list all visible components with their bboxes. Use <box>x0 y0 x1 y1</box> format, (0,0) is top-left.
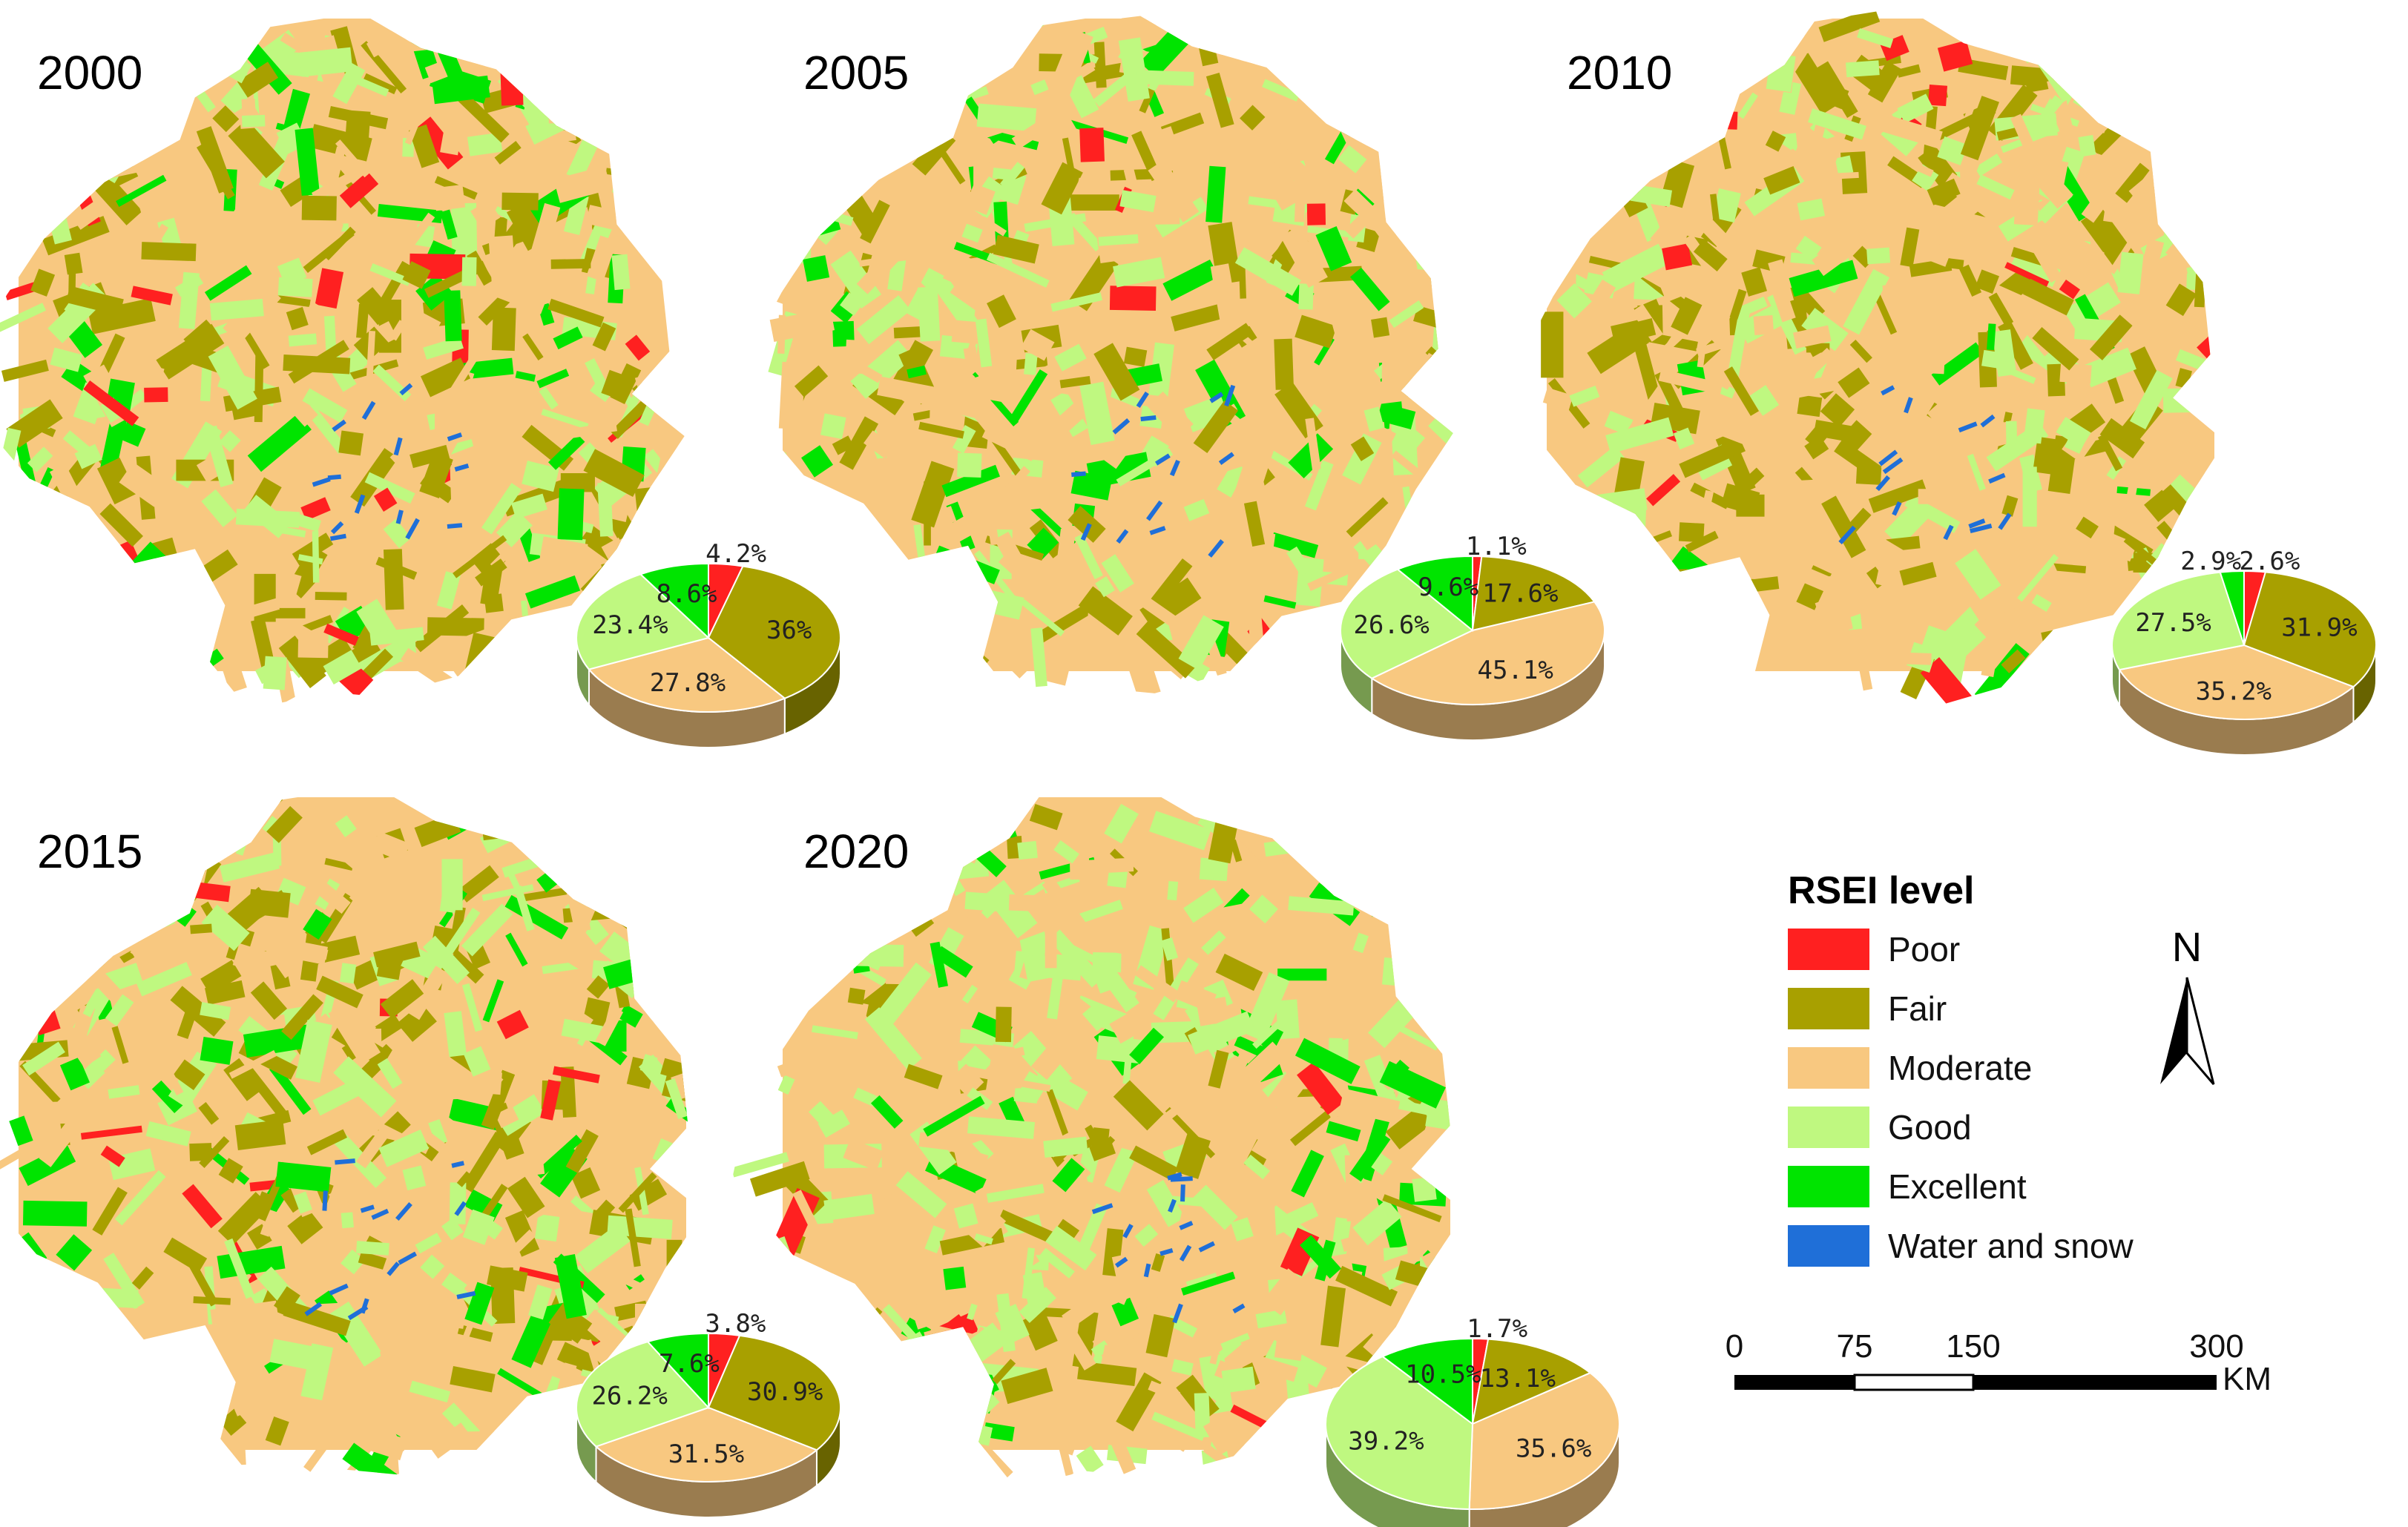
scale-tick-300: 300 <box>2189 1328 2243 1365</box>
scale-tick-0: 0 <box>1726 1328 1743 1365</box>
scale-tick-labels: 0 75 150 300 <box>1726 1328 2244 1365</box>
legend-swatch <box>1788 1166 1869 1207</box>
pie-label-2000-excellent: 8.6% <box>657 579 717 609</box>
legend-item-poor: Poor <box>1788 929 1960 970</box>
pie-slice-2015-moderate <box>594 1406 818 1483</box>
pie-label-2005-poor: 1.1% <box>1466 532 1527 561</box>
scale-segment-0-75 <box>1734 1375 1855 1390</box>
legend-title: RSEI level <box>1788 869 1974 912</box>
legend-items: Poor Fair Moderate Good Excellent Water and s… <box>1788 929 2134 1267</box>
legend-swatch <box>1788 1047 1869 1089</box>
pie-slice-2005-good <box>1340 568 1474 679</box>
pie-chart-2005: 1.1% 17.6% 45.1% 26.6% 9.6% <box>1340 532 1605 741</box>
pie-label-2015-moderate: 31.5% <box>668 1439 744 1469</box>
pie-label-2005-fair: 17.6% <box>1482 579 1558 609</box>
pie-label-2005-good: 26.6% <box>1353 610 1429 640</box>
legend-label: Good <box>1888 1108 1972 1147</box>
legend-label: Excellent <box>1888 1167 2027 1206</box>
pie-chart-2020: 1.7% 13.1% 35.6% 39.2% 10.5% <box>1325 1314 1620 1527</box>
legend-item-water-and-snow: Water and snow <box>1788 1225 2134 1267</box>
pie-label-2020-fair: 13.1% <box>1480 1364 1556 1394</box>
pie-slice-2010-good <box>2111 571 2246 671</box>
pie-slice-2020-fair <box>1471 1338 1592 1425</box>
legend: RSEI level Poor Fair Moderate Good Excellent… <box>1788 869 2134 1267</box>
legend-label: Water and snow <box>1888 1227 2134 1265</box>
pie-label-2015-excellent: 7.6% <box>659 1349 720 1379</box>
pie-slice-2000-fair <box>707 565 841 699</box>
legend-label: Fair <box>1888 989 1947 1028</box>
pie-label-2020-excellent: 10.5% <box>1405 1360 1481 1390</box>
pie-label-2010-poor: 2.6% <box>2239 547 2300 576</box>
scale-segment-75-150 <box>1853 1373 1975 1391</box>
pie-slice-2020-moderate <box>1468 1372 1620 1510</box>
pie-label-2015-fair: 30.9% <box>747 1377 823 1407</box>
year-label-2015: 2015 <box>37 825 142 878</box>
legend-swatch <box>1788 1225 1869 1267</box>
panel-2020: 2020 1.7% 13.1% 35.6% 39.2% 10.5% <box>731 780 1620 1527</box>
north-arrow-right-half <box>2185 977 2215 1085</box>
pie-chart-2000: 4.2% 36% 27.8% 23.4%8.6% <box>576 539 841 748</box>
pie-label-2015-poor: 3.8% <box>705 1309 766 1339</box>
year-label-2020: 2020 <box>803 825 909 878</box>
pie-label-2020-poor: 1.7% <box>1467 1314 1527 1344</box>
pie-label-2020-good: 39.2% <box>1348 1426 1424 1456</box>
pie-slice-2015-fair <box>707 1334 841 1451</box>
pie-slice-2000-moderate <box>588 636 786 713</box>
pie-chart-2010: 2.6% 31.9% 35.2% 27.5% 2.9% <box>2111 547 2377 756</box>
scale-tick-150: 150 <box>1946 1328 2000 1365</box>
pie-slice-2005-fair <box>1471 555 1596 632</box>
pie-slice-2005-moderate <box>1370 601 1605 705</box>
pie-label-2000-good: 23.4% <box>592 610 668 640</box>
panel-2010: 2010 2.6% 31.9% 35.2% 27.5% 2.9% <box>1516 7 2377 756</box>
pie-label-2020-moderate: 35.6% <box>1516 1434 1591 1464</box>
north-arrow-left-half <box>2160 977 2187 1084</box>
legend-item-good: Good <box>1788 1107 1972 1148</box>
pie-label-2000-fair: 36% <box>766 616 812 645</box>
legend-swatch <box>1788 1107 1869 1148</box>
panels-layer: 2000 4.2% 36% 27.8% 23.4%8.6% 2005 1.1% 17.6% 45… <box>0 7 2377 1527</box>
pie-slice-2020-good <box>1325 1355 1474 1510</box>
panel-2005: 2005 1.1% 17.6% 45.1% 26.6% 9.6% <box>744 11 1605 741</box>
year-label-2010: 2010 <box>1567 46 1672 99</box>
pie-slice-2020-excellent <box>1381 1337 1473 1425</box>
pie-slice-2010-fair <box>2243 571 2377 688</box>
year-label-2005: 2005 <box>803 46 909 99</box>
pie-label-2010-good: 27.5% <box>2135 608 2211 638</box>
pie-slice-2000-good <box>576 573 711 670</box>
scale-tick-75: 75 <box>1837 1328 1873 1365</box>
scale-unit: KM <box>2223 1361 2272 1397</box>
scale-segment-150-300 <box>1973 1375 2217 1390</box>
scale-bar: 0 75 150 300 KM <box>1726 1328 2272 1397</box>
pie-label-2005-moderate: 45.1% <box>1477 656 1553 685</box>
legend-item-fair: Fair <box>1788 988 1947 1029</box>
pie-label-2000-moderate: 27.8% <box>650 668 726 698</box>
year-label-2000: 2000 <box>37 46 142 99</box>
pie-label-2000-poor: 4.2% <box>705 539 766 569</box>
pie-label-2010-fair: 31.9% <box>2281 613 2357 642</box>
pie-slice-2010-moderate <box>2118 644 2355 721</box>
pie-slice-2000-excellent <box>639 562 709 640</box>
pie-label-2010-excellent: 2.9% <box>2180 547 2241 576</box>
pie-slice-2015-excellent <box>646 1332 709 1410</box>
legend-item-moderate: Moderate <box>1788 1047 2032 1089</box>
legend-item-excellent: Excellent <box>1788 1166 2027 1207</box>
legend-swatch <box>1788 988 1869 1029</box>
legend-label: Poor <box>1888 930 1960 969</box>
pie-slice-2005-excellent <box>1396 555 1473 633</box>
legend-label: Moderate <box>1888 1049 2032 1087</box>
pie-label-2015-good: 26.2% <box>591 1381 667 1411</box>
panel-2000: 2000 4.2% 36% 27.8% 23.4%8.6% <box>0 13 841 748</box>
pie-chart-2015: 3.8% 30.9% 31.5%26.2%7.6% <box>576 1309 841 1518</box>
legend-swatch <box>1788 929 1869 970</box>
panel-2015: 2015 3.8% 30.9% 31.5%26.2%7.6% <box>0 785 841 1518</box>
pie-slice-2015-good <box>576 1341 710 1448</box>
pie-label-2005-excellent: 9.6% <box>1418 573 1478 602</box>
north-label: N <box>2172 923 2202 970</box>
pie-slice-2010-excellent <box>2219 570 2245 646</box>
pie-label-2010-moderate: 35.2% <box>2196 676 2272 706</box>
north-arrow: N <box>2160 923 2215 1085</box>
